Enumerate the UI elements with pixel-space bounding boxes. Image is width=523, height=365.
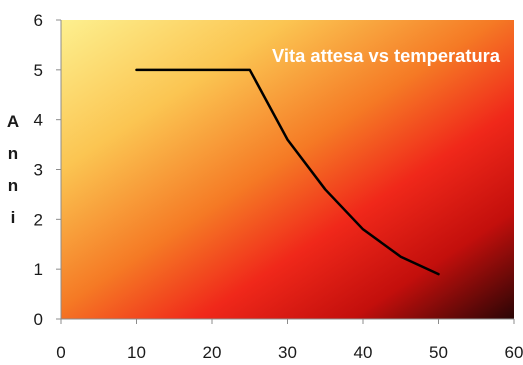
chart-title: Vita attesa vs temperatura (272, 46, 501, 66)
y-tick-labels: 0 1 2 3 4 5 6 (34, 11, 43, 329)
x-tick-label: 20 (203, 343, 222, 362)
y-tick-marks (56, 19, 61, 320)
y-tick-label: 5 (34, 61, 43, 80)
y-tick-label: 2 (34, 210, 43, 229)
y-tick-label: 3 (34, 161, 43, 180)
y-tick-label: 0 (34, 310, 43, 329)
y-axis-label-letter: n (8, 144, 18, 163)
x-tick-label: 60 (505, 343, 523, 362)
x-tick-marks (60, 319, 515, 324)
x-tick-labels: 0 10 20 30 40 50 60 (56, 343, 523, 362)
x-tick-label: 10 (127, 343, 146, 362)
x-tick-label: 40 (354, 343, 373, 362)
y-tick-label: 4 (34, 111, 43, 130)
series-group (135, 68, 440, 276)
y-tick-label: 1 (34, 260, 43, 279)
x-tick-label: 30 (278, 343, 297, 362)
y-tick-label: 6 (34, 11, 43, 30)
y-axis-label-letter: i (11, 208, 16, 227)
x-tick-label: 50 (429, 343, 448, 362)
x-tick-label: 0 (56, 343, 65, 362)
y-axis-label-letter: n (8, 176, 18, 195)
y-axis-label-letter: A (7, 112, 19, 131)
